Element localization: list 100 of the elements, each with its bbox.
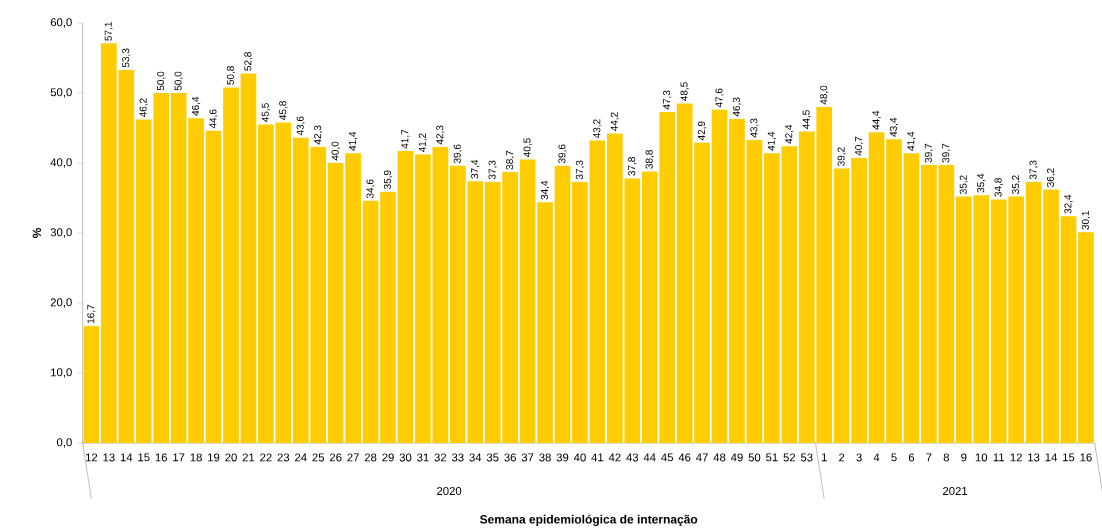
bar <box>240 73 257 443</box>
bar <box>554 165 571 443</box>
bar <box>711 109 728 443</box>
x-tick-label: 39 <box>556 453 569 462</box>
data-label: 38,7 <box>506 150 515 170</box>
bar <box>886 139 902 443</box>
data-label: 48,5 <box>680 82 689 101</box>
data-label: 37,4 <box>471 159 480 179</box>
data-label: 39,6 <box>558 144 567 164</box>
x-tick-label: 34 <box>469 453 482 462</box>
data-label: 45,8 <box>279 101 288 120</box>
data-label: 37,3 <box>488 160 497 180</box>
bar <box>1043 189 1059 443</box>
x-tick-label: 7 <box>926 453 932 462</box>
data-label: 42,3 <box>436 125 445 145</box>
x-tick-label: 43 <box>626 453 639 462</box>
x-tick-label: 14 <box>1045 453 1058 462</box>
data-label: 34,6 <box>366 179 375 199</box>
data-label: 47,3 <box>663 90 672 110</box>
x-tick-label: 4 <box>873 453 880 462</box>
x-tick-label: 44 <box>643 453 656 462</box>
y-tick-label: 20,0 <box>50 298 72 308</box>
x-tick-label: 29 <box>382 453 394 462</box>
data-label: 37,3 <box>575 160 585 180</box>
y-tick-label: 50,0 <box>50 88 72 98</box>
x-tick-label: 6 <box>908 453 915 462</box>
x-tick-label: 27 <box>347 453 359 462</box>
bar <box>537 202 553 443</box>
x-tick-label: 18 <box>190 453 202 462</box>
bar <box>868 132 885 443</box>
data-label: 16,7 <box>87 304 96 324</box>
data-label: 50,0 <box>174 71 183 91</box>
data-label: 48,0 <box>820 85 829 105</box>
data-label: 44,6 <box>209 109 218 129</box>
x-tick-label: 10 <box>975 453 988 462</box>
data-label: 44,5 <box>802 110 811 129</box>
x-tick-label: 13 <box>103 453 115 462</box>
x-tick-label: 48 <box>713 453 726 462</box>
bar <box>188 118 204 443</box>
data-label: 40,0 <box>331 141 340 161</box>
x-tick-label: 12 <box>85 453 98 462</box>
y-axis-title: % <box>32 227 42 239</box>
bar <box>362 200 379 443</box>
x-tick-label: 12 <box>1010 453 1022 462</box>
x-tick-label: 21 <box>242 453 255 462</box>
x-tick-label: 9 <box>961 453 967 462</box>
data-label: 42,9 <box>697 121 707 141</box>
bar <box>415 154 431 443</box>
data-label: 34,8 <box>994 178 1003 197</box>
data-label: 32,4 <box>1064 194 1073 214</box>
data-label: 30,1 <box>1081 211 1091 230</box>
x-tick-label: 19 <box>208 453 220 462</box>
data-label: 37,8 <box>628 157 637 176</box>
data-label: 41,2 <box>418 133 428 153</box>
text: 2020 <box>437 486 462 495</box>
bar <box>519 159 536 443</box>
data-label: 52,8 <box>244 52 253 71</box>
x-tick-label: 31 <box>417 453 429 462</box>
data-label: 42,4 <box>785 124 794 144</box>
y-tick-label: 40,0 <box>50 158 72 168</box>
data-label: 50,8 <box>226 66 236 85</box>
x-tick-label: 36 <box>504 453 516 462</box>
data-label: 43,3 <box>750 118 759 138</box>
x-tick-label: 22 <box>260 453 272 462</box>
y-tick-label: 10,0 <box>51 368 72 378</box>
x-tick-label: 42 <box>608 453 621 462</box>
bar <box>746 139 763 443</box>
data-label: 39,7 <box>924 143 934 163</box>
data-label: 37,3 <box>1029 160 1038 180</box>
bar <box>1060 216 1077 443</box>
bar <box>223 87 239 443</box>
x-tick-label: 16 <box>1080 453 1092 462</box>
y-tick-label: 60,0 <box>50 18 72 28</box>
x-tick-label: 28 <box>364 453 377 462</box>
x-tick-label: 17 <box>173 453 185 462</box>
data-label: 47,6 <box>715 88 724 108</box>
x-tick-label: 26 <box>329 453 342 462</box>
data-label: 35,4 <box>977 173 986 193</box>
data-label: 46,4 <box>191 96 201 116</box>
x-tick-label: 47 <box>696 453 708 462</box>
data-label: 35,9 <box>383 170 393 190</box>
data-label: 43,2 <box>593 119 602 139</box>
bar <box>432 146 449 443</box>
data-label: 35,2 <box>959 175 968 194</box>
x-tick-label: 38 <box>539 453 551 462</box>
x-tick-label: 50 <box>748 453 761 462</box>
bar <box>397 151 414 443</box>
x-tick-label: 53 <box>800 453 813 462</box>
x-tick-label: 13 <box>1028 453 1040 462</box>
data-label: 44,2 <box>610 112 619 132</box>
x-tick-label: 33 <box>451 453 464 462</box>
data-label: 41,4 <box>767 131 776 151</box>
y-tick-label: 30,0 <box>50 228 72 238</box>
x-tick-label: 37 <box>521 453 534 462</box>
data-label: 46,3 <box>732 97 742 117</box>
bar <box>1025 181 1042 443</box>
data-label: 39,6 <box>453 144 462 164</box>
bar <box>676 103 693 443</box>
bar <box>589 140 606 443</box>
x-tick-label: 15 <box>1063 453 1075 462</box>
